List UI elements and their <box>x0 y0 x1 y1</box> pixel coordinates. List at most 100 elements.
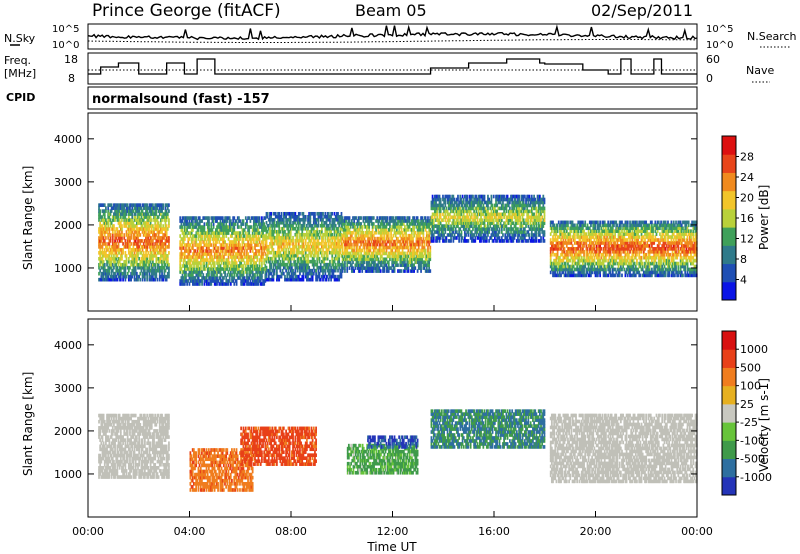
power-cell <box>334 217 337 222</box>
power-cell <box>309 217 312 222</box>
power-cell <box>252 279 255 283</box>
power-cell <box>188 222 191 226</box>
power-cell <box>341 266 344 270</box>
power-cell <box>295 238 298 243</box>
power-cell <box>134 248 137 252</box>
power-cell <box>118 251 121 255</box>
power-cell <box>99 230 102 234</box>
power-cell <box>141 224 144 228</box>
power-cell <box>235 279 238 283</box>
power-cell <box>210 255 213 259</box>
power-cell <box>330 214 332 219</box>
power-cell <box>227 228 230 232</box>
power-cell <box>182 240 185 244</box>
power-cell <box>219 273 222 277</box>
power-cell <box>148 256 151 261</box>
power-cell <box>125 274 128 279</box>
power-cell <box>113 274 115 279</box>
power-cell <box>189 273 192 277</box>
power-cell <box>208 246 210 250</box>
power-cell <box>289 274 292 279</box>
power-cell <box>320 214 323 219</box>
power-cell <box>285 223 287 228</box>
power-cell <box>164 254 167 258</box>
power-cell <box>211 216 214 220</box>
power-cell <box>180 282 183 286</box>
power-cell <box>218 255 221 259</box>
power-cell <box>252 252 255 256</box>
power-cell <box>160 268 162 273</box>
power-cell <box>287 265 290 270</box>
power-cell <box>255 267 258 271</box>
power-cell <box>138 212 141 216</box>
power-cell <box>262 252 264 256</box>
power-cell <box>272 250 275 255</box>
power-cell <box>163 274 166 279</box>
power-cell <box>277 214 279 219</box>
power-cell <box>121 271 123 276</box>
power-cell <box>202 252 205 256</box>
power-cell <box>156 206 159 210</box>
power-cell <box>223 276 225 280</box>
power-cell <box>188 267 191 271</box>
power-cell <box>293 217 296 222</box>
power-cell <box>217 264 220 268</box>
power-cell <box>164 239 167 243</box>
power-cell <box>234 267 237 271</box>
power-cell <box>200 255 202 259</box>
power-cell <box>286 277 289 282</box>
power-cell <box>168 224 170 228</box>
power-cell <box>286 265 289 270</box>
power-cell <box>229 243 232 247</box>
power-cell <box>181 252 184 256</box>
power-cell <box>229 252 232 256</box>
power-cell <box>284 223 286 228</box>
power-cell <box>145 271 147 276</box>
power-cell <box>161 236 163 240</box>
power-cell <box>294 259 297 264</box>
power-cell <box>234 264 237 268</box>
power-cell <box>299 211 301 216</box>
power-cell <box>198 282 201 286</box>
power-cell <box>200 228 202 232</box>
power-cell <box>232 243 235 247</box>
power-cell <box>215 231 217 235</box>
power-cell <box>156 248 159 252</box>
power-cell <box>212 258 215 262</box>
power-cell <box>189 270 192 274</box>
power-cell <box>183 219 186 223</box>
power-cell <box>276 250 278 255</box>
power-cell <box>231 258 233 262</box>
power-cell <box>256 231 259 235</box>
power-cell <box>314 232 316 237</box>
power-cell <box>117 242 120 246</box>
power-cell <box>218 267 221 271</box>
power-cell <box>130 212 132 216</box>
power-cell <box>109 248 112 252</box>
power-cell <box>119 236 122 240</box>
power-cell <box>291 250 293 255</box>
power-cell <box>134 230 137 234</box>
power-cell <box>291 256 293 261</box>
power-cell <box>210 282 213 286</box>
power-cell <box>168 239 170 243</box>
power-cell <box>163 218 166 222</box>
power-cell <box>182 282 185 286</box>
power-cell <box>252 228 255 232</box>
power-cell <box>232 249 235 253</box>
power-cell <box>107 259 110 264</box>
power-cell <box>303 268 306 273</box>
power-cell <box>108 251 111 255</box>
power-cell <box>196 252 199 256</box>
power-cell <box>121 203 123 207</box>
power-cell <box>115 274 118 279</box>
power-cell <box>240 270 243 274</box>
power-cell <box>330 250 332 255</box>
power-cell <box>271 247 274 252</box>
power-cell <box>138 239 141 243</box>
power-cell <box>271 217 274 222</box>
power-cell <box>315 223 317 228</box>
power-cell <box>103 230 106 234</box>
power-cell <box>164 212 167 216</box>
power-cell <box>265 220 268 225</box>
